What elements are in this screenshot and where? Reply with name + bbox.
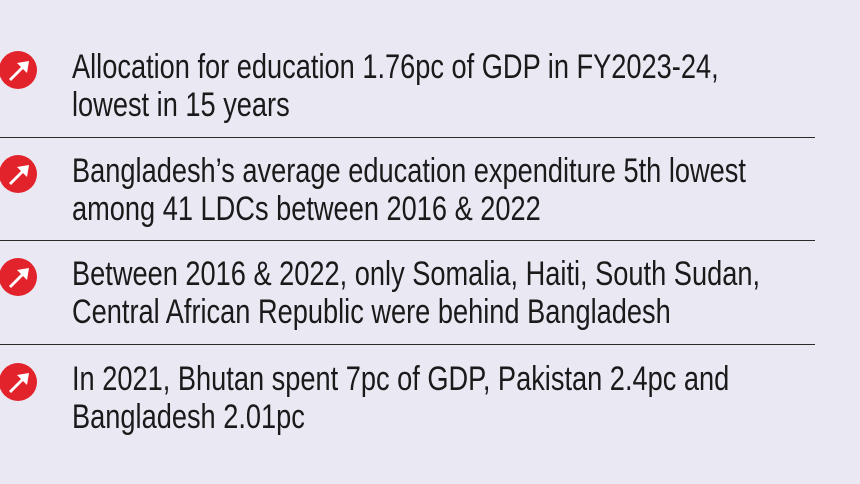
item-text: Allocation for education 1.76pc of GDP i…: [72, 48, 719, 86]
separator: [0, 240, 815, 241]
icon: [0, 50, 40, 95]
item-text: among 41 LDCs between 2016 & 2022: [72, 190, 541, 228]
separator: [0, 137, 815, 138]
arrow-icon: [0, 51, 37, 89]
separator: [0, 344, 815, 345]
icon: [0, 362, 40, 407]
arrow-icon: [0, 363, 37, 401]
item-text: Between 2016 & 2022, only Somalia, Haiti…: [72, 255, 761, 293]
icon: [0, 257, 40, 302]
item-text: lowest in 15 years: [72, 86, 290, 124]
arrow-icon: [0, 155, 37, 193]
item-text: Bangladesh’s average education expenditu…: [72, 152, 746, 190]
item-text: Central African Republic were behind Ban…: [72, 293, 671, 331]
item-text: In 2021, Bhutan spent 7pc of GDP, Pakist…: [72, 360, 730, 398]
arrow-icon: [0, 258, 37, 296]
item-text: Bangladesh 2.01pc: [72, 398, 305, 436]
icon: [0, 154, 40, 199]
